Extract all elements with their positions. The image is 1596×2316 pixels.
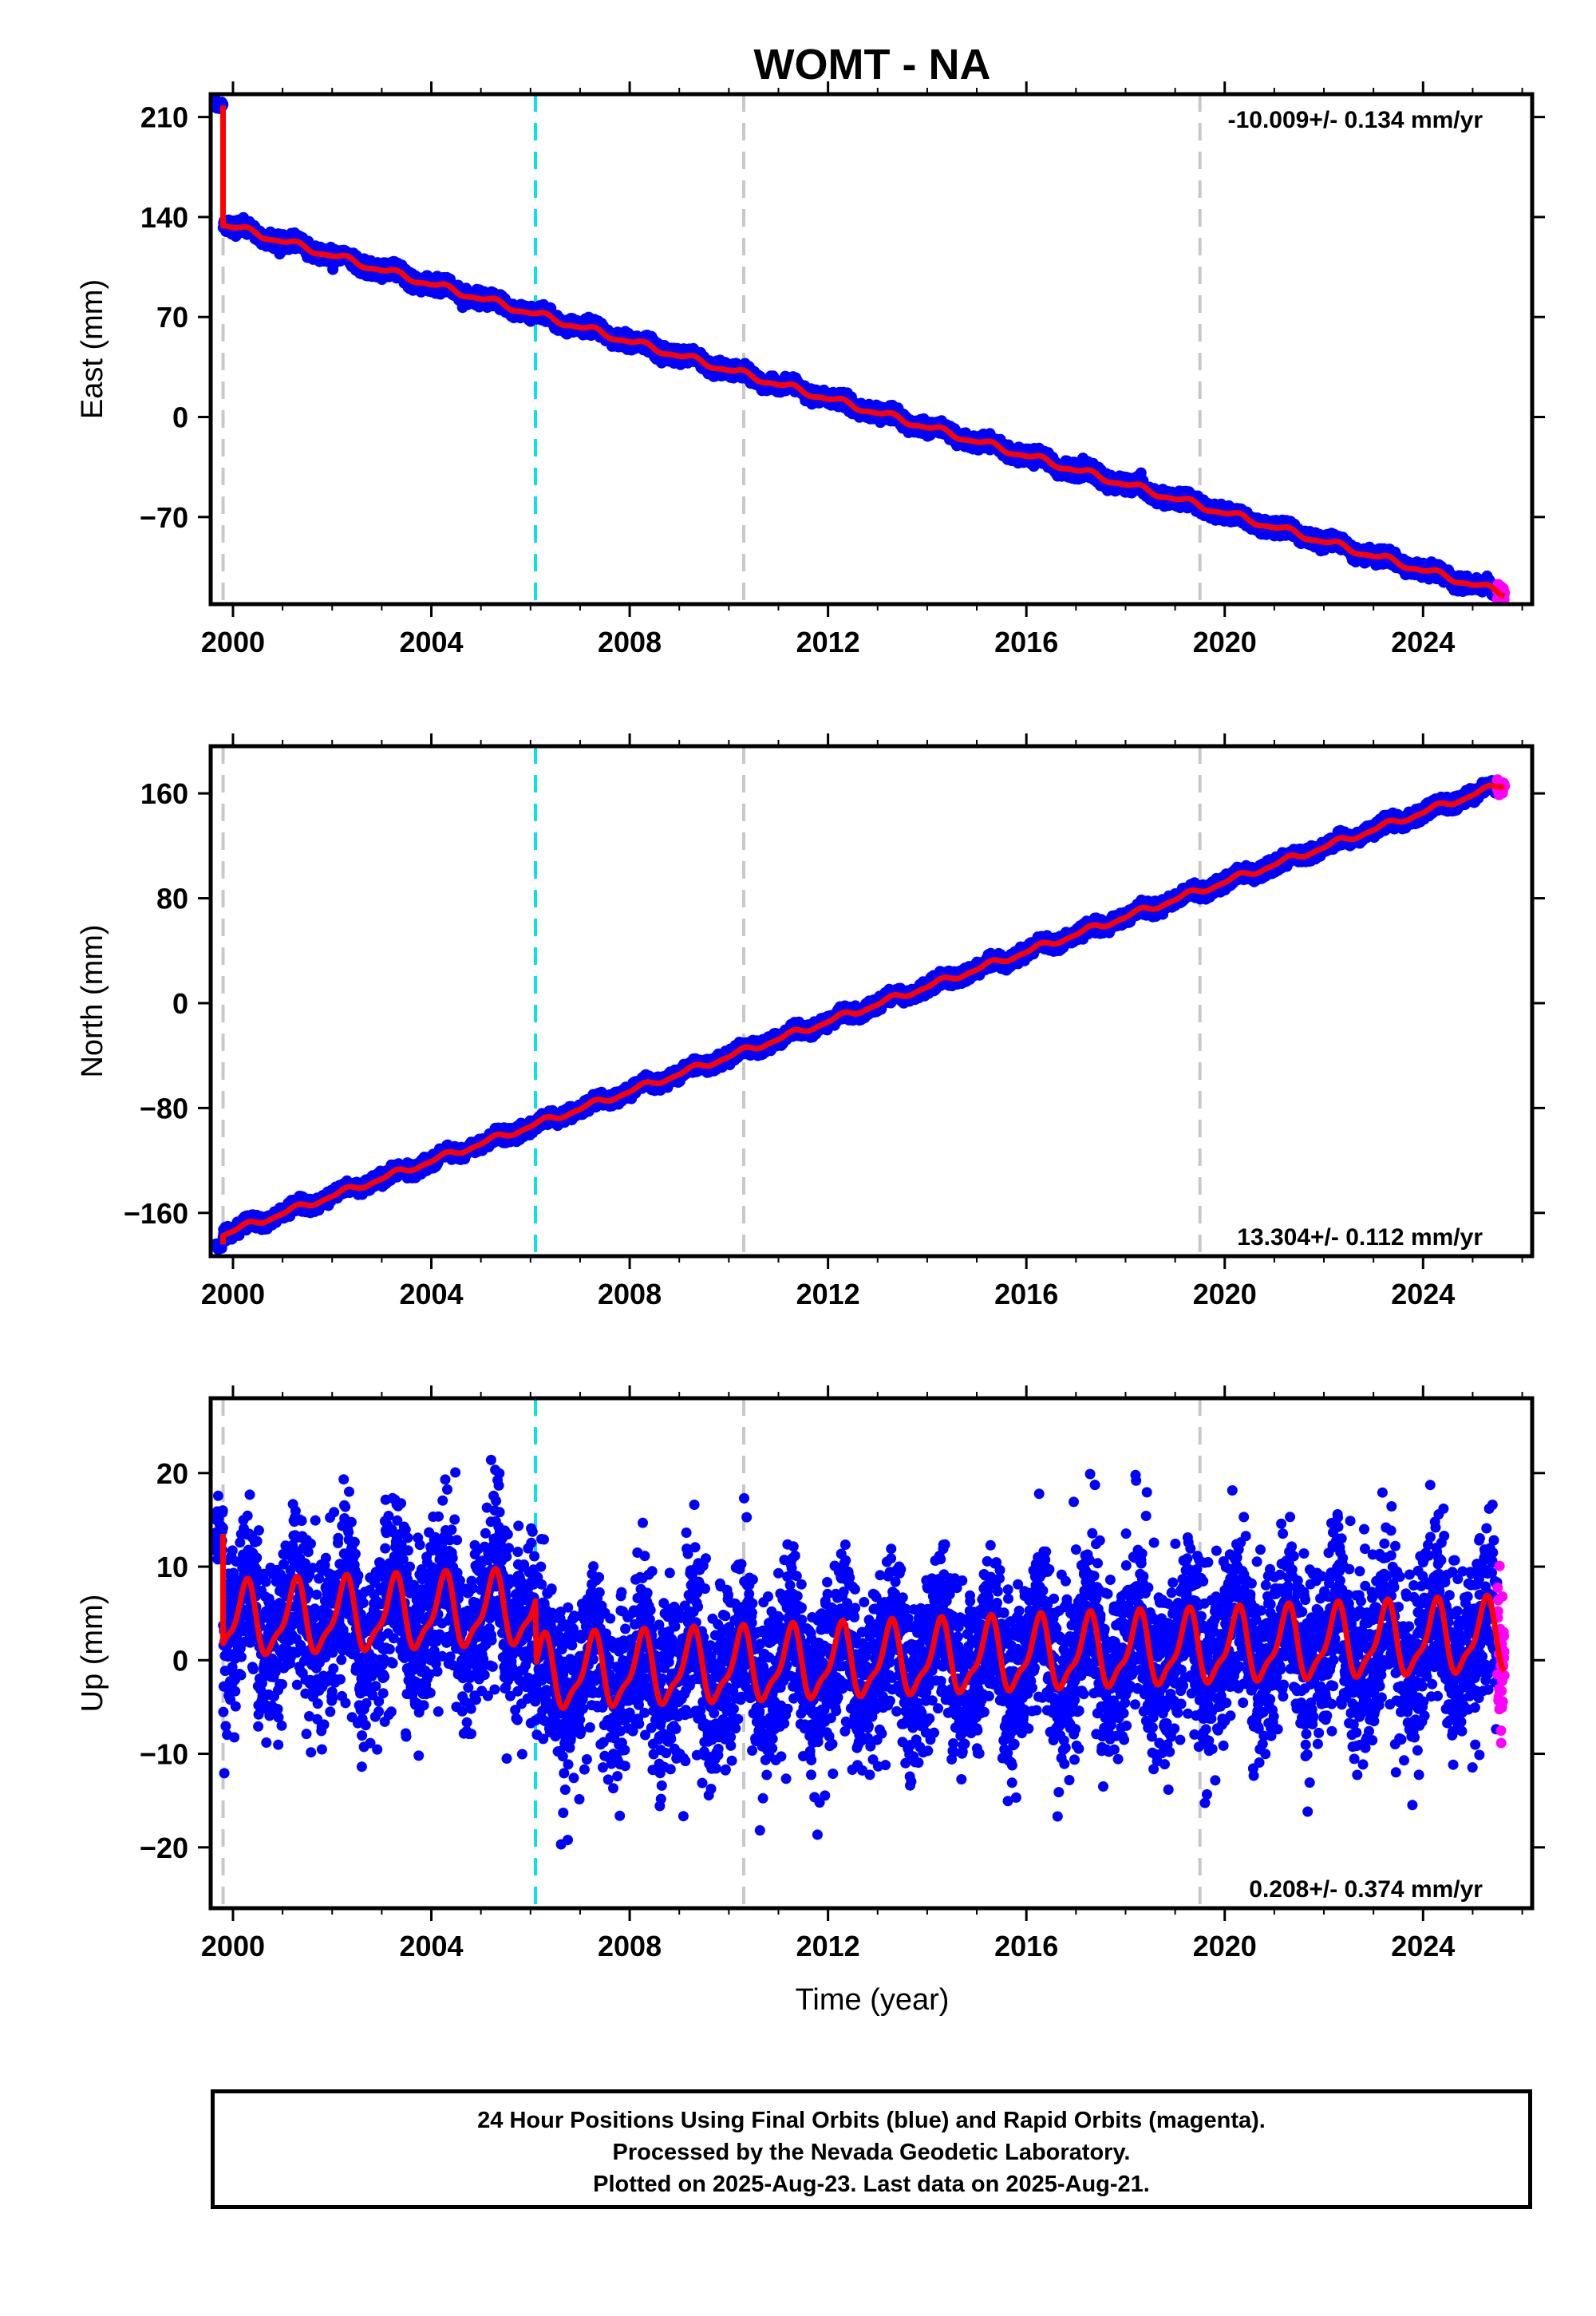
east-y-tick-label: 210	[140, 101, 188, 134]
east-plot-area	[211, 94, 1511, 604]
east-x-tick-label: 2004	[399, 626, 463, 658]
chart-title: WOMT - NA	[754, 41, 991, 89]
east-rate-label: -10.009+/- 0.134 mm/yr	[1228, 107, 1483, 133]
north-panel: 2000 2004 2008 2012 2016 2020 2024160800−80−16…	[76, 733, 1545, 1310]
east-y-tick-label: 0	[172, 401, 188, 434]
east-y-tick-label: 140	[140, 201, 188, 234]
east-x-tick-label: 2016	[994, 626, 1058, 658]
east-model-line	[220, 105, 1507, 599]
east-x-tick-label: 2012	[796, 626, 860, 658]
panels-group: 2000 2004 2008 2012 2016 2020 2024 210 140 70 0 −70…	[76, 81, 1545, 1962]
east-x-tick-label: 2024	[1391, 626, 1455, 658]
east-panel: 2000 2004 2008 2012 2016 2020 2024 210 140 70 0 −70…	[76, 81, 1545, 658]
east-x-tick-label: 2008	[598, 626, 662, 658]
north-plot-area	[211, 746, 1511, 1256]
east-axes-frame	[208, 92, 1535, 607]
east-x-tick-label: 2000	[201, 626, 265, 658]
east-y-axis-label: East (mm)	[76, 279, 109, 419]
east-y-tick-label: 70	[156, 301, 188, 334]
east-x-tick-label: 2020	[1193, 626, 1257, 658]
east-y-tick-label: −70	[140, 501, 188, 534]
